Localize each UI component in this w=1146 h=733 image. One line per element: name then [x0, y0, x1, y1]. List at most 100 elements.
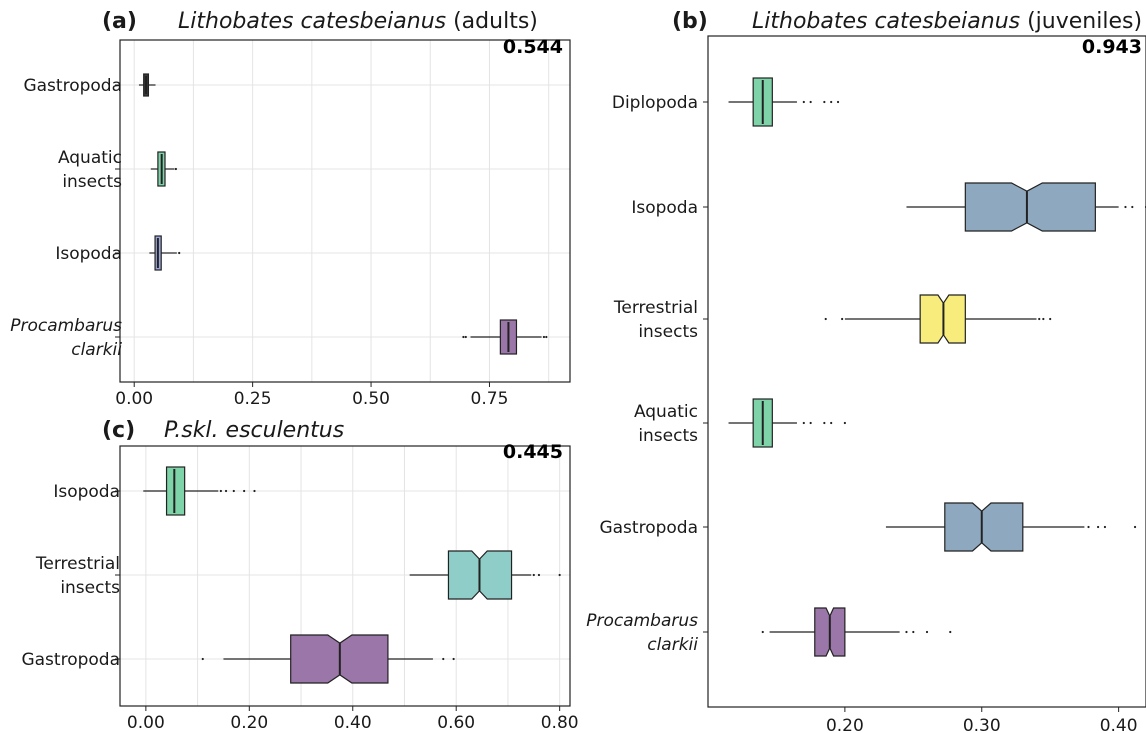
- panel-a-label: (a): [102, 9, 137, 34]
- panel-b-xtick-label-0: 0.20: [826, 716, 864, 733]
- panel-c-category-label-terrestrial-insects-1: insects: [60, 578, 120, 598]
- panel-a-category-label-aquatic-insects-1: insects: [62, 172, 122, 192]
- panel-b-outlier-aquatic-insects-3: [830, 421, 833, 425]
- panel-b-outlier-terrestrial-insects-3: [1042, 317, 1045, 321]
- panel-c-category-label-gastropoda-0: Gastropoda: [21, 650, 120, 670]
- panel-b-outlier-aquatic-insects-2: [823, 421, 826, 425]
- panel-a-outlier-procambarus-clarkii-2: [542, 335, 546, 339]
- panel-b-outlier-diplopoda-4: [836, 100, 840, 104]
- panel-b-annotation: 0.943: [1082, 36, 1142, 58]
- panel-c-outlier-isopoda-0: [219, 489, 222, 493]
- panel-b-outlier-aquatic-insects-0: [802, 421, 805, 425]
- panel-b-title-rest: (juveniles): [1020, 9, 1142, 34]
- panel-b-outlier-procambarus-clarkii-4: [949, 630, 952, 634]
- panel-b-category-label-isopoda-0: Isopoda: [631, 198, 698, 218]
- panel-a-category-label-procambarus-clarkii-0: Procambarus: [10, 316, 122, 336]
- panel-c-category-label-terrestrial-insects-0: Terrestrial: [35, 554, 120, 574]
- panel-a-title-italic: Lithobates catesbeianus: [178, 9, 446, 34]
- panel-b-outlier-gastropoda-1: [1096, 525, 1100, 529]
- panel-c-label: (c): [102, 418, 135, 443]
- panel-b-outlier-procambarus-clarkii-3: [925, 630, 929, 634]
- panel-c-xtick-label-2: 0.40: [334, 713, 372, 733]
- panel-a-category-label-gastropoda-0: Gastropoda: [23, 76, 122, 96]
- panel-c-outlier-gastropoda-0: [201, 657, 204, 661]
- panel-c-xtick-label-1: 0.20: [230, 713, 268, 733]
- panel-b-outlier-gastropoda-3: [1133, 525, 1137, 529]
- panel-b-category-label-gastropoda-0: Gastropoda: [599, 518, 698, 538]
- panel-a-frame: [119, 39, 571, 383]
- panel-a-outlier-procambarus-clarkii-1: [464, 335, 467, 339]
- panel-a-annotation: 0.544: [503, 36, 563, 58]
- panel-b-category-label-diplopoda-0: Diplopoda: [612, 93, 698, 113]
- panel-b-plot: 0.20 0.30 0.40 0.943 Diplopoda Isopoda Terrest…: [586, 35, 1146, 733]
- panel-c-outlier-isopoda-1: [224, 489, 228, 493]
- panel-c-plot: 0.00 0.20 0.40 0.60 0.80 0.445 Isopoda Terrestr…: [21, 441, 578, 733]
- panel-b-box-gastropoda: [944, 502, 1024, 552]
- panel-b-outlier-terrestrial-insects-0: [824, 317, 827, 321]
- panel-a: (a) Lithobates catesbeianus (adults) 0.0…: [10, 9, 571, 409]
- panel-c-title: P.skl. esculentus: [164, 418, 344, 443]
- panel-b-outlier-terrestrial-insects-1: [841, 317, 844, 321]
- panel-c-frame: [119, 445, 571, 707]
- panel-b-outlier-procambarus-clarkii-1: [905, 630, 908, 634]
- panel-b-box-isopoda: [964, 182, 1096, 232]
- panel-b-outlier-diplopoda-3: [830, 100, 833, 104]
- panel-b-category-label-procambarus-clarkii-1: clarkii: [647, 635, 698, 655]
- panel-b-label: (b): [672, 9, 708, 34]
- panel-c-outlier-terrestrial-insects-2: [558, 573, 561, 577]
- panel-b-category-label-procambarus-clarkii-0: Procambarus: [586, 611, 698, 631]
- panel-c-annotation: 0.445: [503, 441, 563, 463]
- panel-c-outlier-terrestrial-insects-1: [537, 573, 541, 577]
- panel-c-outlier-isopoda-4: [253, 489, 256, 493]
- panel-b-outlier-aquatic-insects-1: [809, 421, 812, 425]
- panel-a-title-rest: (adults): [446, 9, 538, 34]
- panel-b-title-italic: Lithobates catesbeianus: [752, 9, 1020, 34]
- panel-b-outlier-gastropoda-2: [1103, 525, 1107, 529]
- panel-b-outlier-diplopoda-2: [823, 100, 826, 104]
- panel-b-outlier-gastropoda-0: [1087, 525, 1090, 529]
- panel-c: (c) P.skl. esculentus 0.00 0.20 0.40 0.60 0.…: [21, 418, 578, 733]
- panel-a-xtick-label-2: 0.50: [352, 389, 390, 409]
- panel-b-outlier-terrestrial-insects-4: [1049, 317, 1052, 321]
- panel-a-xtick-label-3: 0.75: [471, 389, 509, 409]
- panel-c-xtick-label-0: 0.00: [127, 713, 165, 733]
- panel-b-title: Lithobates catesbeianus (juveniles): [752, 9, 1142, 34]
- panel-c-outlier-isopoda-3: [243, 489, 246, 493]
- panel-a-outlier-isopoda-0: [178, 251, 181, 255]
- panel-c-box-isopoda: [165, 466, 186, 516]
- panel-b: (b) Lithobates catesbeianus (juveniles) …: [586, 9, 1146, 733]
- panel-c-outlier-terrestrial-insects-0: [532, 573, 535, 577]
- panel-b-outlier-diplopoda-1: [809, 100, 812, 104]
- panel-b-category-label-terrestrial-insects-0: Terrestrial: [613, 298, 698, 318]
- panel-c-title-italic: P.skl. esculentus: [164, 418, 344, 443]
- panel-c-outlier-gastropoda-1: [442, 657, 445, 661]
- panel-c-xtick-label-3: 0.60: [437, 713, 475, 733]
- panel-b-outlier-procambarus-clarkii-0: [761, 630, 764, 634]
- panel-b-frame: [707, 35, 1146, 708]
- panel-a-title: Lithobates catesbeianus (adults): [178, 9, 538, 34]
- panel-b-outlier-terrestrial-insects-2: [1038, 317, 1041, 321]
- panel-b-xtick-label-1: 0.30: [963, 716, 1001, 733]
- panel-a-xtick-label-1: 0.25: [234, 389, 272, 409]
- panel-b-category-label-terrestrial-insects-1: insects: [638, 322, 698, 342]
- panel-b-outlier-aquatic-insects-4: [843, 421, 846, 425]
- panel-b-outlier-procambarus-clarkii-2: [912, 630, 915, 634]
- panel-b-xtick-label-2: 0.40: [1100, 716, 1138, 733]
- panel-a-category-label-isopoda-0: Isopoda: [55, 244, 122, 264]
- panel-c-outlier-gastropoda-2: [452, 657, 455, 661]
- panel-a-category-label-aquatic-insects-0: Aquatic: [58, 148, 122, 168]
- panel-b-outlier-diplopoda-0: [802, 100, 805, 104]
- panel-a-plot: 0.00 0.25 0.50 0.75 0.544 Gastropoda Aquatic in…: [10, 36, 571, 409]
- panel-a-category-label-procambarus-clarkii-1: clarkii: [71, 340, 122, 360]
- panel-b-category-label-aquatic-insects-1: insects: [638, 426, 698, 446]
- panel-b-category-label-aquatic-insects-0: Aquatic: [634, 402, 698, 422]
- panel-b-outlier-isopoda-1: [1131, 205, 1134, 209]
- panel-a-outlier-procambarus-clarkii-0: [462, 335, 465, 339]
- panel-b-outlier-isopoda-0: [1124, 205, 1127, 209]
- panel-c-category-label-isopoda-0: Isopoda: [53, 482, 120, 502]
- panel-a-outlier-procambarus-clarkii-3: [545, 335, 548, 339]
- panel-a-xtick-label-0: 0.00: [115, 389, 153, 409]
- panel-a-outlier-aquatic-insects-0: [174, 167, 177, 171]
- panel-c-outlier-isopoda-2: [232, 489, 235, 493]
